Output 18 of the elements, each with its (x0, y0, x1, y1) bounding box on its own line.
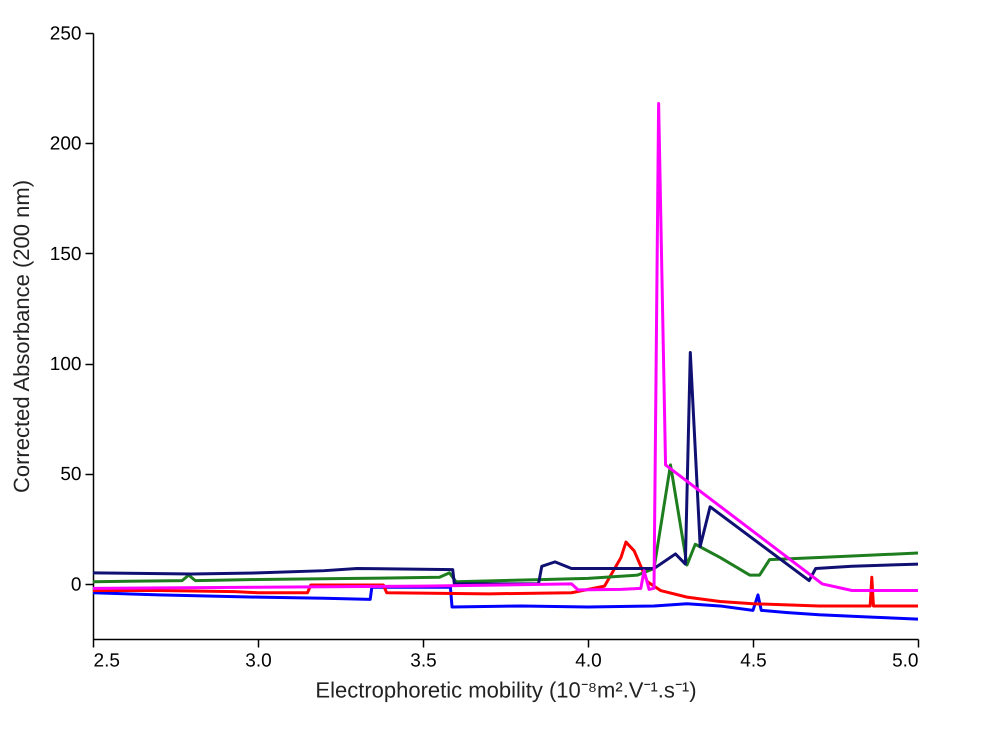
y-tick-label: 100 (50, 354, 82, 376)
y-axis-title: Corrected Absorbance (200 nm) (8, 180, 34, 494)
y-tick-label: 150 (50, 244, 82, 265)
line-series (93, 586, 918, 621)
x-tick-label: 2.5 (94, 650, 120, 672)
y-tick-label: 0 (70, 574, 82, 596)
x-tick-label: 3.5 (410, 650, 437, 672)
line-series (93, 463, 918, 584)
x-tick-label: 4.0 (575, 650, 602, 672)
y-tick-label: 200 (50, 134, 82, 155)
line-series (93, 102, 918, 592)
y-tick-label: 50 (60, 464, 82, 486)
x-tick-label: 4.5 (740, 650, 767, 672)
line-series (93, 351, 918, 586)
y-tick-label: 250 (50, 24, 82, 44)
x-tick-label: 3.0 (245, 650, 272, 672)
x-axis-title: Electrophoretic mobility (10⁻⁸m².V⁻¹.s⁻¹) (315, 678, 697, 702)
x-tick-label: 5.0 (892, 650, 918, 672)
